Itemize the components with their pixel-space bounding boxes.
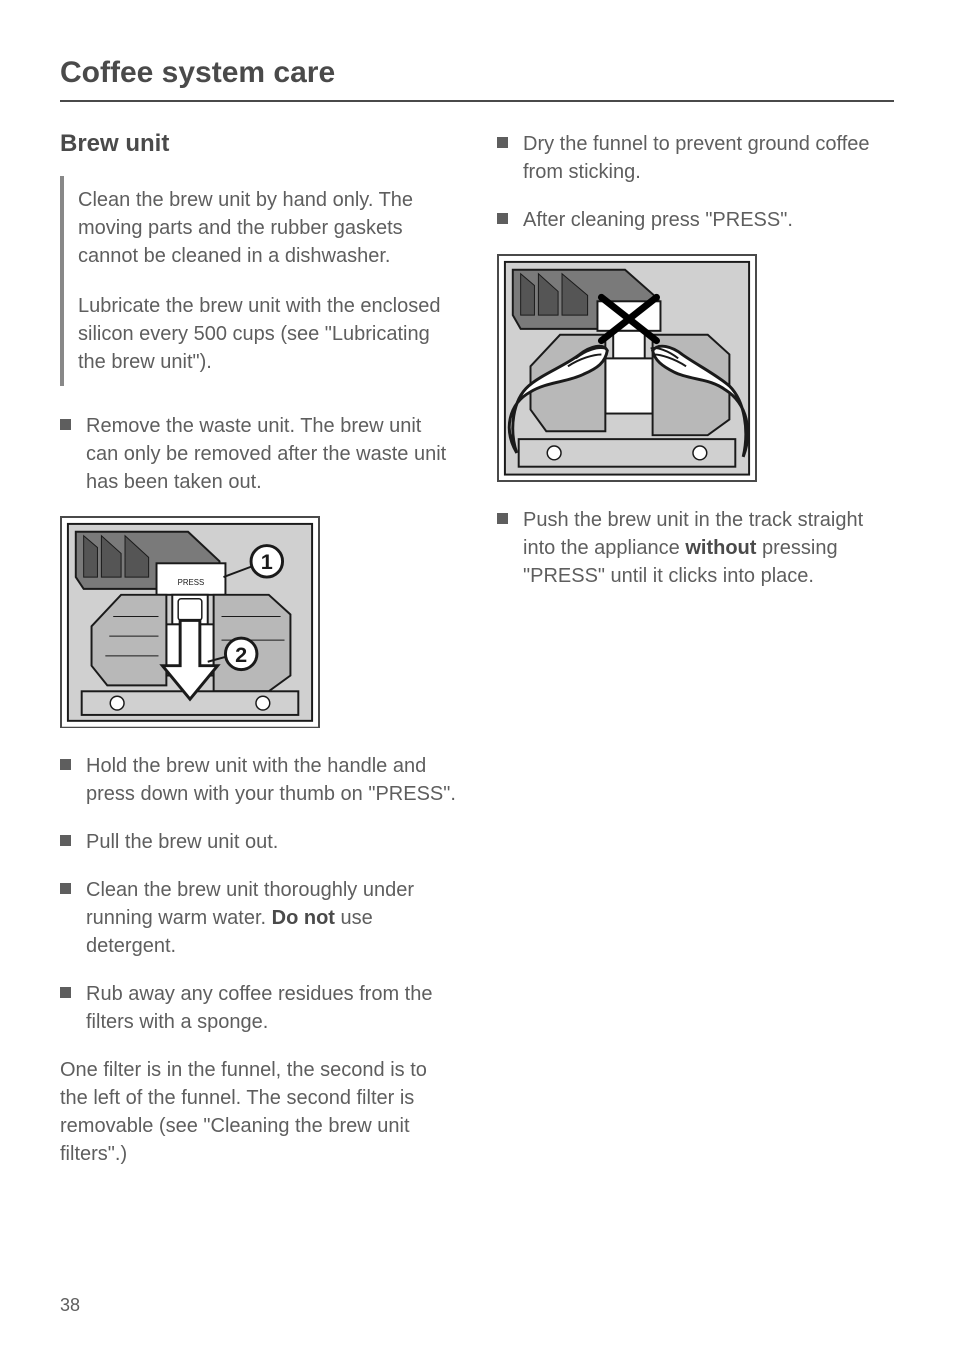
bold-text: Do not: [272, 907, 335, 929]
figure-brew-unit-remove: PRESS 1: [60, 516, 320, 728]
step-item: Hold the brew unit with the handle and p…: [60, 752, 457, 808]
body-paragraph: One filter is in the funnel, the second …: [60, 1056, 457, 1168]
step-item: Pull the brew unit out.: [60, 828, 457, 856]
section-heading: Brew unit: [60, 130, 457, 158]
step-list: Remove the waste unit. The brew unit can…: [60, 412, 457, 496]
page-title: Coffee system care: [60, 56, 894, 102]
step-item: Rub away any coffee residues from the fi…: [60, 980, 457, 1036]
svg-text:2: 2: [235, 642, 247, 667]
step-item: Remove the waste unit. The brew unit can…: [60, 412, 457, 496]
callout-box: Clean the brew unit by hand only. The mo…: [60, 176, 457, 386]
page-number: 38: [60, 1295, 80, 1316]
step-list: Dry the funnel to prevent ground coffee …: [497, 130, 894, 234]
step-item: Push the brew unit in the track straight…: [497, 506, 894, 590]
step-list: Hold the brew unit with the handle and p…: [60, 752, 457, 1036]
two-column-layout: Brew unit Clean the brew unit by hand on…: [60, 130, 894, 1188]
callout-paragraph: Lubricate the brew unit with the enclose…: [78, 292, 443, 376]
step-list: Push the brew unit in the track straight…: [497, 506, 894, 590]
left-column: Brew unit Clean the brew unit by hand on…: [60, 130, 457, 1188]
press-label: PRESS: [178, 578, 205, 587]
step-item: After cleaning press "PRESS".: [497, 206, 894, 234]
svg-text:1: 1: [261, 549, 273, 574]
step-item: Dry the funnel to prevent ground coffee …: [497, 130, 894, 186]
callout-paragraph: Clean the brew unit by hand only. The mo…: [78, 186, 443, 270]
bold-text: without: [685, 537, 756, 559]
step-item: Clean the brew unit thoroughly under run…: [60, 876, 457, 960]
figure-brew-unit-insert: [497, 254, 757, 482]
right-column: Dry the funnel to prevent ground coffee …: [497, 130, 894, 1188]
